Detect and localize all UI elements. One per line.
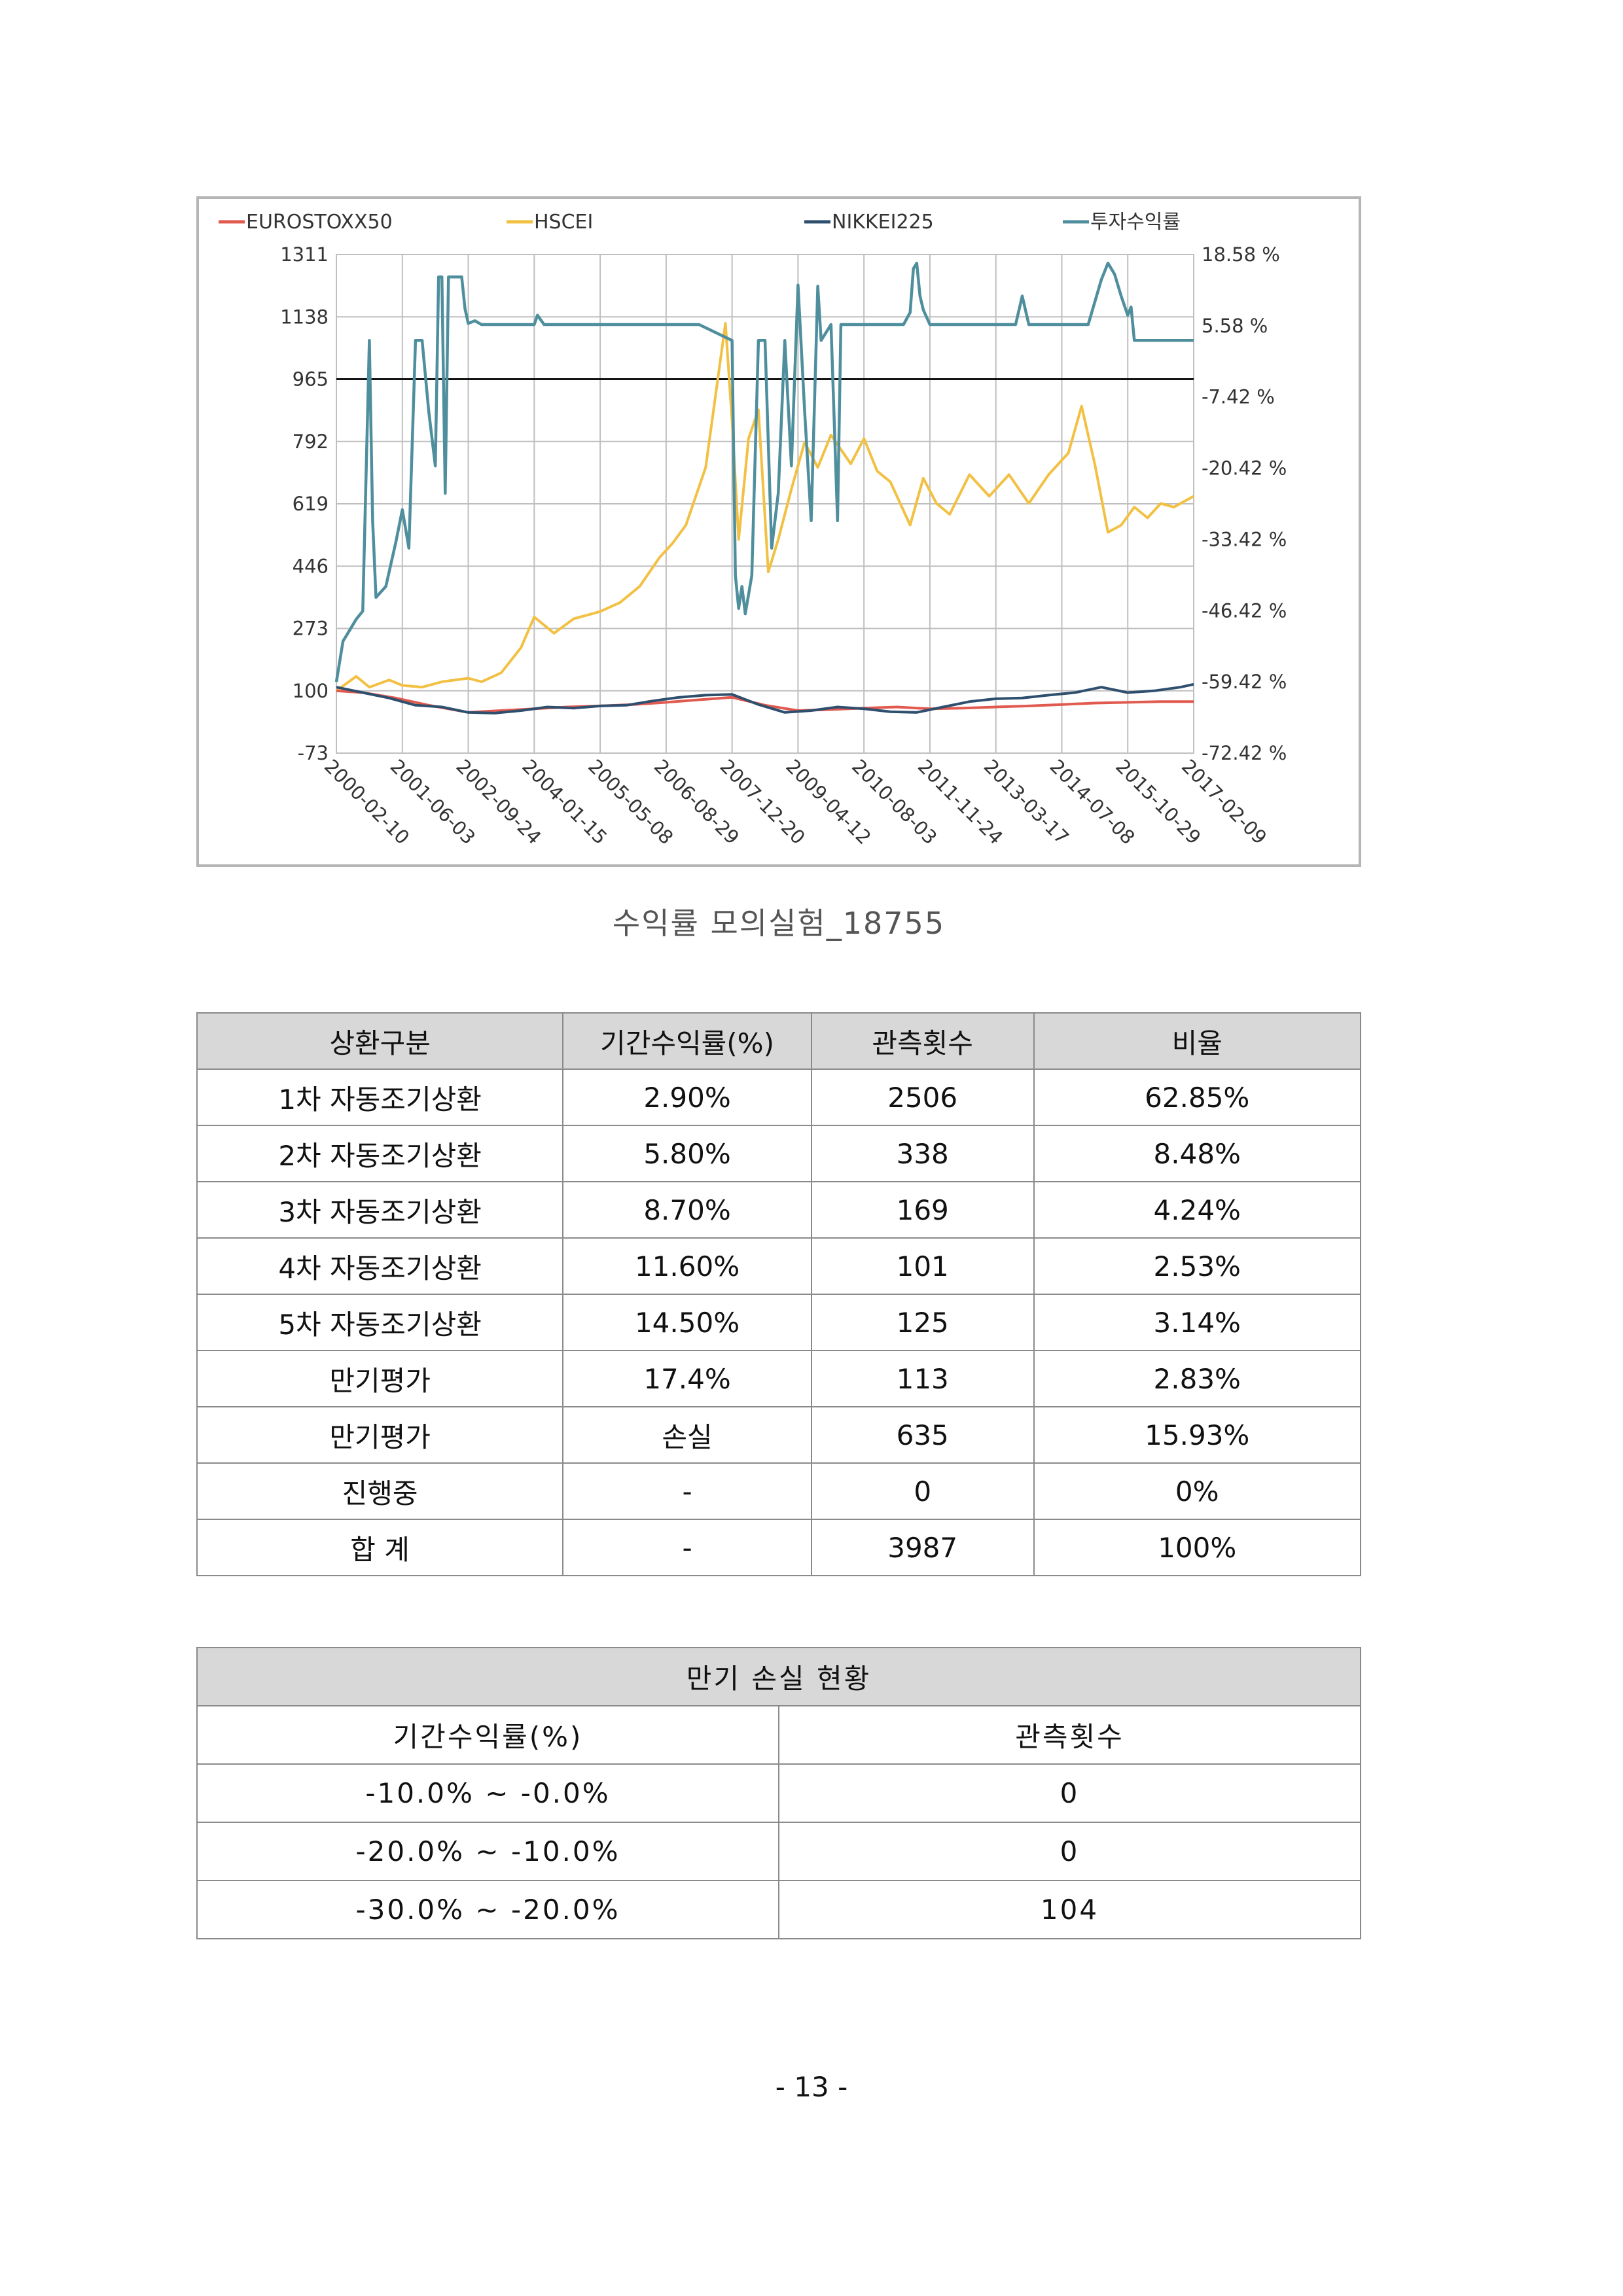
table-cell: 17.4% — [562, 1350, 812, 1407]
table-cell: 합 계 — [196, 1519, 564, 1576]
loss-header-return: 기간수익률(%) — [196, 1705, 779, 1765]
table-cell: 3987 — [810, 1519, 1035, 1576]
y-left-tick-label: 792 — [293, 431, 329, 453]
y-right-tick-label: 5.58 % — [1202, 315, 1268, 337]
redemption-table: 상환구분 기간수익률(%) 관측횟수 비율 1차 자동조기상환 2.90% 2506 62.… — [196, 1012, 1361, 1576]
table-cell: - — [562, 1519, 812, 1576]
table-row: -30.0% ~ -20.0% 104 — [196, 1880, 1361, 1939]
table-row: 2차 자동조기상환 5.80% 338 8.48% — [196, 1125, 1361, 1182]
table-row: 만기평가 17.4% 113 2.83% — [196, 1350, 1361, 1407]
table-cell: 0 — [810, 1462, 1035, 1520]
y-left-tick-label: 446 — [293, 555, 329, 577]
table-cell: 만기평가 — [196, 1350, 564, 1407]
chart-caption: 수익률 모의실험_18755 — [612, 906, 946, 941]
table-row: 3차 자동조기상환 8.70% 169 4.24% — [196, 1181, 1361, 1239]
table-cell: 125 — [810, 1294, 1035, 1351]
legend-item: 투자수익률 — [1063, 211, 1181, 234]
table-cell: 2.83% — [1033, 1350, 1361, 1407]
table-cell: -20.0% ~ -10.0% — [196, 1822, 779, 1881]
table-cell: 4.24% — [1033, 1181, 1361, 1239]
column-header: 관측횟수 — [810, 1012, 1035, 1070]
table-cell: 3차 자동조기상환 — [196, 1181, 564, 1239]
table-cell: 11.60% — [562, 1237, 812, 1295]
table-cell: 62.85% — [1033, 1069, 1361, 1126]
table-row: 합 계 -3987 100% — [196, 1519, 1361, 1576]
table-cell: 15.93% — [1033, 1406, 1361, 1464]
y-right-tick-label: -7.42 % — [1202, 386, 1275, 408]
legend-label: NIKKEI225 — [832, 211, 934, 234]
table-cell: -10.0% ~ -0.0% — [196, 1763, 779, 1823]
table-cell: 진행중 — [196, 1462, 564, 1520]
table-header-row: 상환구분 기간수익률(%) 관측횟수 비율 — [196, 1012, 1361, 1070]
y-left-tick-label: 619 — [293, 493, 329, 515]
table-cell: - — [562, 1462, 812, 1520]
table-row: 진행중 -0 0% — [196, 1462, 1361, 1520]
table-cell: 0 — [778, 1822, 1361, 1881]
table-cell: 14.50% — [562, 1294, 812, 1351]
table-cell: 만기평가 — [196, 1406, 564, 1464]
legend-item: EUROSTOXX50 — [219, 211, 393, 234]
table-cell: 3.14% — [1033, 1294, 1361, 1351]
table-cell: 0% — [1033, 1462, 1361, 1520]
table-cell: 113 — [810, 1350, 1035, 1407]
column-header: 상환구분 — [196, 1012, 564, 1070]
legend-label: EUROSTOXX50 — [246, 211, 393, 234]
table-cell: 100% — [1033, 1519, 1361, 1576]
table-cell: 2차 자동조기상환 — [196, 1125, 564, 1182]
table-row: 5차 자동조기상환 14.50% 125 3.14% — [196, 1294, 1361, 1351]
y-right-tick-label: -33.42 % — [1202, 528, 1287, 550]
y-right-tick-label: -46.42 % — [1202, 599, 1287, 622]
legend-label: 투자수익률 — [1090, 211, 1181, 234]
y-left-tick-label: 965 — [293, 368, 329, 391]
table-cell: -30.0% ~ -20.0% — [196, 1880, 779, 1939]
column-header: 비율 — [1033, 1012, 1361, 1070]
y-right-tick-label: 18.58 % — [1202, 243, 1280, 266]
y-right-tick-label: -20.42 % — [1202, 457, 1287, 480]
maturity-loss-table: 만기 손실 현황 기간수익률(%) 관측횟수 -10.0% ~ -0.0% 0 -2… — [196, 1647, 1361, 1939]
y-right-tick-label: -59.42 % — [1202, 671, 1287, 693]
table-row: 4차 자동조기상환 11.60% 101 2.53% — [196, 1237, 1361, 1295]
y-left-tick-label: 1311 — [280, 243, 329, 266]
loss-header-count: 관측횟수 — [778, 1705, 1361, 1765]
table-cell: 635 — [810, 1406, 1035, 1464]
legend-item: NIKKEI225 — [804, 211, 934, 234]
table-cell: 0 — [778, 1763, 1361, 1823]
performance-chart: 1311 1138 965 792 619 446 273 100 -73 18.58 % 5.58… — [196, 196, 1361, 867]
line-chart-svg: 1311 1138 965 792 619 446 273 100 -73 18.58 % 5.58… — [219, 211, 1287, 849]
y-left-tick-label: -73 — [298, 742, 329, 764]
table-row: 1차 자동조기상환 2.90% 2506 62.85% — [196, 1069, 1361, 1126]
table-cell: 5차 자동조기상환 — [196, 1294, 564, 1351]
page-number: - 13 - — [775, 2071, 848, 2103]
table-cell: 2.53% — [1033, 1237, 1361, 1295]
table-cell: 104 — [778, 1880, 1361, 1939]
table-row: 만기평가 손실 635 15.93% — [196, 1406, 1361, 1464]
y-left-tick-label: 273 — [293, 618, 329, 640]
y-left-tick-label: 100 — [293, 680, 329, 702]
table-row: -10.0% ~ -0.0% 0 — [196, 1763, 1361, 1823]
legend-item: HSCEI — [507, 211, 593, 234]
legend-label: HSCEI — [534, 211, 593, 234]
series-line-1 — [335, 322, 1194, 692]
table-cell: 338 — [810, 1125, 1035, 1182]
table-cell: 8.70% — [562, 1181, 812, 1239]
table-cell: 2506 — [810, 1069, 1035, 1126]
series-line-3 — [334, 261, 1194, 682]
table-cell: 손실 — [562, 1406, 812, 1464]
loss-table-title: 만기 손실 현황 — [196, 1647, 1361, 1706]
series-line-2 — [336, 682, 1194, 715]
table-cell: 101 — [810, 1237, 1035, 1295]
table-cell: 2.90% — [562, 1069, 812, 1126]
y-right-tick-label: -72.42 % — [1202, 742, 1287, 764]
table-cell: 169 — [810, 1181, 1035, 1239]
y-left-tick-label: 1138 — [280, 306, 329, 328]
table-cell: 5.80% — [562, 1125, 812, 1182]
table-cell: 1차 자동조기상환 — [196, 1069, 564, 1126]
table-cell: 8.48% — [1033, 1125, 1361, 1182]
table-row: -20.0% ~ -10.0% 0 — [196, 1822, 1361, 1881]
table-cell: 4차 자동조기상환 — [196, 1237, 564, 1295]
column-header: 기간수익률(%) — [562, 1012, 812, 1070]
